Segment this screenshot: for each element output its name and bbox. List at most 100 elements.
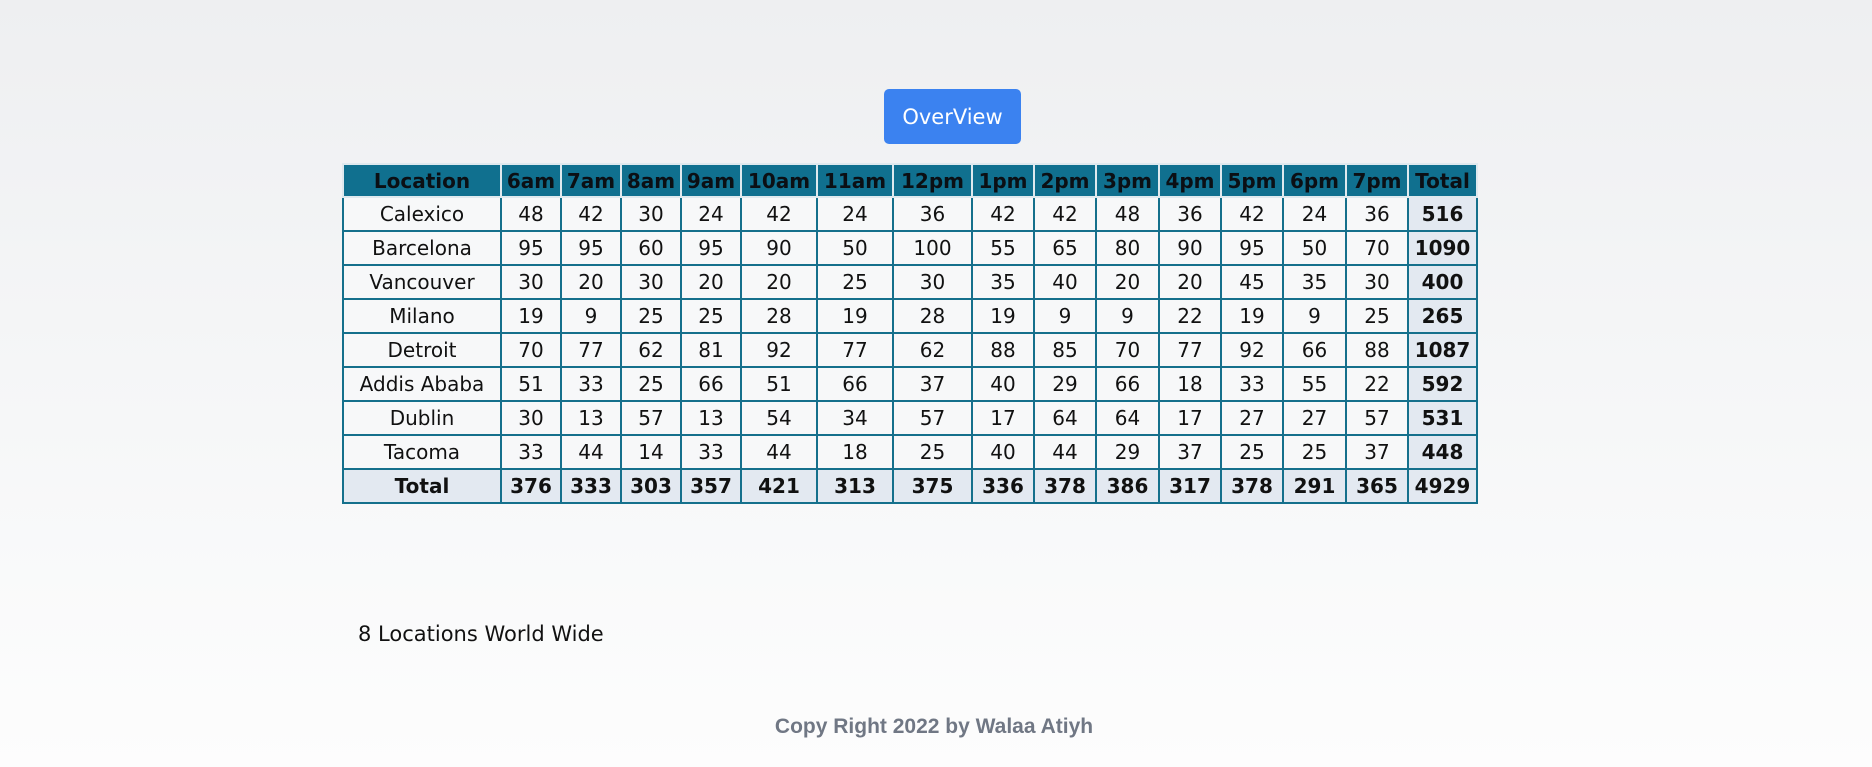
value-cell: 45 bbox=[1220, 264, 1284, 300]
column-header: 11am bbox=[816, 163, 894, 198]
table-row: Vancouver 30 20 30 20 20 25 30 35 40 20 20 45 35 30 400 bbox=[342, 264, 1478, 300]
value-cell: 25 bbox=[1282, 434, 1347, 470]
column-header: 6am bbox=[500, 163, 562, 198]
value-cell: 64 bbox=[1095, 400, 1160, 436]
value-cell: 50 bbox=[816, 230, 894, 266]
column-total-cell: 303 bbox=[620, 468, 682, 504]
value-cell: 66 bbox=[1282, 332, 1347, 368]
value-cell: 29 bbox=[1033, 366, 1097, 402]
value-cell: 90 bbox=[740, 230, 818, 266]
value-cell: 35 bbox=[1282, 264, 1347, 300]
column-header: 9am bbox=[680, 163, 742, 198]
value-cell: 44 bbox=[1033, 434, 1097, 470]
column-header: 12pm bbox=[892, 163, 973, 198]
row-total-cell: 1090 bbox=[1407, 230, 1478, 266]
value-cell: 51 bbox=[500, 366, 562, 402]
column-total-cell: 365 bbox=[1345, 468, 1409, 504]
column-total-cell: 336 bbox=[971, 468, 1035, 504]
value-cell: 48 bbox=[500, 196, 562, 232]
row-total-cell: 448 bbox=[1407, 434, 1478, 470]
column-total-cell: 317 bbox=[1158, 468, 1222, 504]
value-cell: 36 bbox=[1345, 196, 1409, 232]
value-cell: 64 bbox=[1033, 400, 1097, 436]
location-cell: Barcelona bbox=[342, 230, 502, 266]
value-cell: 25 bbox=[620, 366, 682, 402]
column-header: 7pm bbox=[1345, 163, 1409, 198]
value-cell: 14 bbox=[620, 434, 682, 470]
value-cell: 42 bbox=[1033, 196, 1097, 232]
column-total-cell: 291 bbox=[1282, 468, 1347, 504]
grand-total-cell: 4929 bbox=[1407, 468, 1478, 504]
value-cell: 77 bbox=[816, 332, 894, 368]
row-total-cell: 265 bbox=[1407, 298, 1478, 334]
value-cell: 9 bbox=[1095, 298, 1160, 334]
column-total-cell: 376 bbox=[500, 468, 562, 504]
value-cell: 92 bbox=[1220, 332, 1284, 368]
row-total-cell: 516 bbox=[1407, 196, 1478, 232]
value-cell: 95 bbox=[500, 230, 562, 266]
value-cell: 62 bbox=[620, 332, 682, 368]
value-cell: 44 bbox=[560, 434, 622, 470]
value-cell: 80 bbox=[1095, 230, 1160, 266]
row-total-cell: 531 bbox=[1407, 400, 1478, 436]
value-cell: 20 bbox=[1158, 264, 1222, 300]
overview-button[interactable]: OverView bbox=[884, 89, 1021, 144]
table-row: Addis Ababa 51 33 25 66 51 66 37 40 29 66 18 33 55 22 5… bbox=[342, 366, 1478, 402]
value-cell: 19 bbox=[971, 298, 1035, 334]
value-cell: 30 bbox=[892, 264, 973, 300]
value-cell: 33 bbox=[680, 434, 742, 470]
value-cell: 44 bbox=[740, 434, 818, 470]
value-cell: 28 bbox=[740, 298, 818, 334]
value-cell: 77 bbox=[560, 332, 622, 368]
value-cell: 30 bbox=[1345, 264, 1409, 300]
value-cell: 65 bbox=[1033, 230, 1097, 266]
value-cell: 30 bbox=[500, 400, 562, 436]
value-cell: 77 bbox=[1158, 332, 1222, 368]
value-cell: 88 bbox=[1345, 332, 1409, 368]
locations-caption: 8 Locations World Wide bbox=[358, 622, 604, 646]
column-total-cell: 378 bbox=[1033, 468, 1097, 504]
value-cell: 9 bbox=[560, 298, 622, 334]
value-cell: 27 bbox=[1282, 400, 1347, 436]
value-cell: 95 bbox=[560, 230, 622, 266]
row-total-cell: 592 bbox=[1407, 366, 1478, 402]
column-header: 6pm bbox=[1282, 163, 1347, 198]
value-cell: 9 bbox=[1282, 298, 1347, 334]
value-cell: 22 bbox=[1345, 366, 1409, 402]
value-cell: 50 bbox=[1282, 230, 1347, 266]
column-total-cell: 357 bbox=[680, 468, 742, 504]
value-cell: 42 bbox=[1220, 196, 1284, 232]
value-cell: 57 bbox=[892, 400, 973, 436]
location-cell: Addis Ababa bbox=[342, 366, 502, 402]
value-cell: 42 bbox=[971, 196, 1035, 232]
value-cell: 9 bbox=[1033, 298, 1097, 334]
value-cell: 55 bbox=[971, 230, 1035, 266]
table-row: Barcelona 95 95 60 95 90 50 100 55 65 80 90 95 50 70 10… bbox=[342, 230, 1478, 266]
value-cell: 30 bbox=[500, 264, 562, 300]
value-cell: 95 bbox=[680, 230, 742, 266]
column-total-cell: 333 bbox=[560, 468, 622, 504]
table-row: Detroit 70 77 62 81 92 77 62 88 85 70 77 92 66 88 1087 bbox=[342, 332, 1478, 368]
value-cell: 17 bbox=[1158, 400, 1222, 436]
value-cell: 24 bbox=[680, 196, 742, 232]
value-cell: 33 bbox=[1220, 366, 1284, 402]
value-cell: 42 bbox=[740, 196, 818, 232]
copyright-footer: Copy Right 2022 by Walaa Atiyh bbox=[774, 715, 1094, 738]
column-total-cell: 378 bbox=[1220, 468, 1284, 504]
value-cell: 29 bbox=[1095, 434, 1160, 470]
value-cell: 19 bbox=[500, 298, 562, 334]
value-cell: 40 bbox=[1033, 264, 1097, 300]
value-cell: 51 bbox=[740, 366, 818, 402]
total-row: Total 376 333 303 357 421 313 375 336 378 386 317 37… bbox=[342, 468, 1478, 504]
value-cell: 60 bbox=[620, 230, 682, 266]
value-cell: 20 bbox=[680, 264, 742, 300]
value-cell: 100 bbox=[892, 230, 973, 266]
value-cell: 33 bbox=[560, 366, 622, 402]
location-cell: Dublin bbox=[342, 400, 502, 436]
value-cell: 57 bbox=[1345, 400, 1409, 436]
table-row: Milano 19 9 25 25 28 19 28 19 9 9 22 19 9 25 265 bbox=[342, 298, 1478, 334]
column-header: Total bbox=[1407, 163, 1478, 198]
column-header-location: Location bbox=[342, 163, 502, 198]
value-cell: 20 bbox=[560, 264, 622, 300]
value-cell: 92 bbox=[740, 332, 818, 368]
